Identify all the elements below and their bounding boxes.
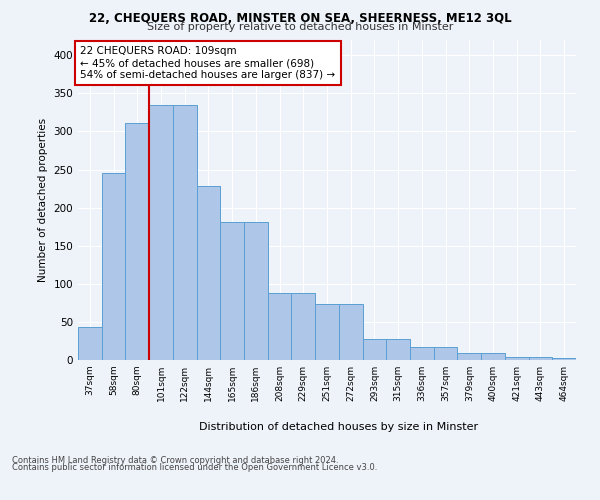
Bar xyxy=(386,338,410,360)
Bar xyxy=(244,222,268,360)
Bar xyxy=(315,304,339,360)
Text: Contains HM Land Registry data © Crown copyright and database right 2024.: Contains HM Land Registry data © Crown c… xyxy=(12,456,338,465)
Bar xyxy=(102,174,125,360)
Bar xyxy=(173,105,197,360)
Bar xyxy=(481,353,505,360)
Bar xyxy=(529,357,552,360)
Bar xyxy=(220,222,244,360)
Bar xyxy=(149,105,173,360)
Bar xyxy=(410,347,434,360)
Text: Contains public sector information licensed under the Open Government Licence v3: Contains public sector information licen… xyxy=(12,464,377,472)
Bar xyxy=(434,347,457,360)
Text: 22 CHEQUERS ROAD: 109sqm
← 45% of detached houses are smaller (698)
54% of semi-: 22 CHEQUERS ROAD: 109sqm ← 45% of detach… xyxy=(80,46,335,80)
Bar xyxy=(125,123,149,360)
Y-axis label: Number of detached properties: Number of detached properties xyxy=(38,118,48,282)
Bar xyxy=(268,293,292,360)
Text: Size of property relative to detached houses in Minster: Size of property relative to detached ho… xyxy=(147,22,453,32)
Bar xyxy=(552,358,576,360)
Text: Distribution of detached houses by size in Minster: Distribution of detached houses by size … xyxy=(199,422,479,432)
Bar xyxy=(362,338,386,360)
Bar xyxy=(292,293,315,360)
Bar xyxy=(78,327,102,360)
Bar xyxy=(339,304,362,360)
Bar xyxy=(457,353,481,360)
Bar xyxy=(197,186,220,360)
Bar xyxy=(505,357,529,360)
Text: 22, CHEQUERS ROAD, MINSTER ON SEA, SHEERNESS, ME12 3QL: 22, CHEQUERS ROAD, MINSTER ON SEA, SHEER… xyxy=(89,12,511,26)
